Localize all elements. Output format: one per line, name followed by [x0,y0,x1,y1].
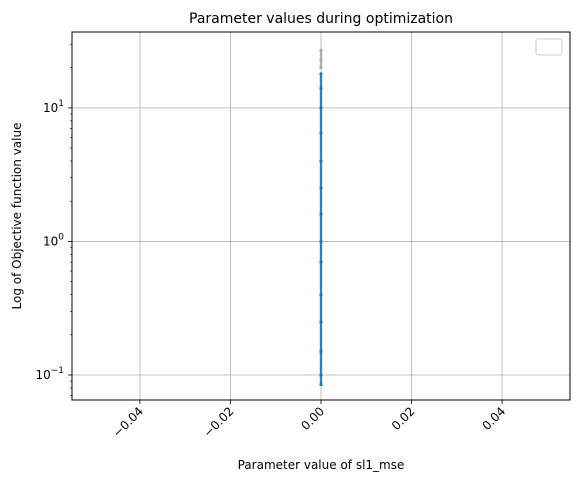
data-point [319,106,323,110]
x-tick-label: 0.00 [298,404,327,433]
data-point [319,349,323,354]
y-tick-label: 101 [43,99,64,115]
data-point [319,131,323,135]
y-tick-exponent: −1 [51,366,64,376]
data-point [319,382,323,387]
x-tick-label: −0.02 [201,404,237,440]
y-tick-base: 10 [35,368,50,382]
data-point [319,72,323,76]
data-point [319,212,323,216]
x-axis: −0.04 −0.02 0.00 0.02 0.04 [110,400,508,440]
data-point [319,320,323,324]
x-axis-label: Parameter value of sl1_mse [238,458,405,472]
x-tick-label: 0.04 [479,404,508,433]
y-axis-label: Log of Objective function value [10,123,24,310]
data-point [319,293,323,297]
y-tick-exponent: 0 [58,232,64,242]
legend-box [535,38,563,56]
data-point [319,57,323,62]
data-point [319,373,323,377]
data-point [319,66,323,70]
x-tick-label: −0.04 [110,404,146,440]
data-point [319,48,323,52]
y-tick-label: 10−1 [35,366,64,382]
chart-title: Parameter values during optimization [189,11,453,27]
y-tick-base: 10 [43,101,58,115]
data-point [319,159,323,163]
data-point [319,239,323,244]
y-tick-label: 100 [43,232,64,248]
data-marks [319,48,323,387]
y-tick-base: 10 [43,234,58,248]
data-point [319,86,323,90]
data-point [319,186,323,190]
y-tick-exponent: 1 [58,99,64,109]
x-tick-label: 0.02 [389,404,418,433]
data-point [319,260,323,264]
